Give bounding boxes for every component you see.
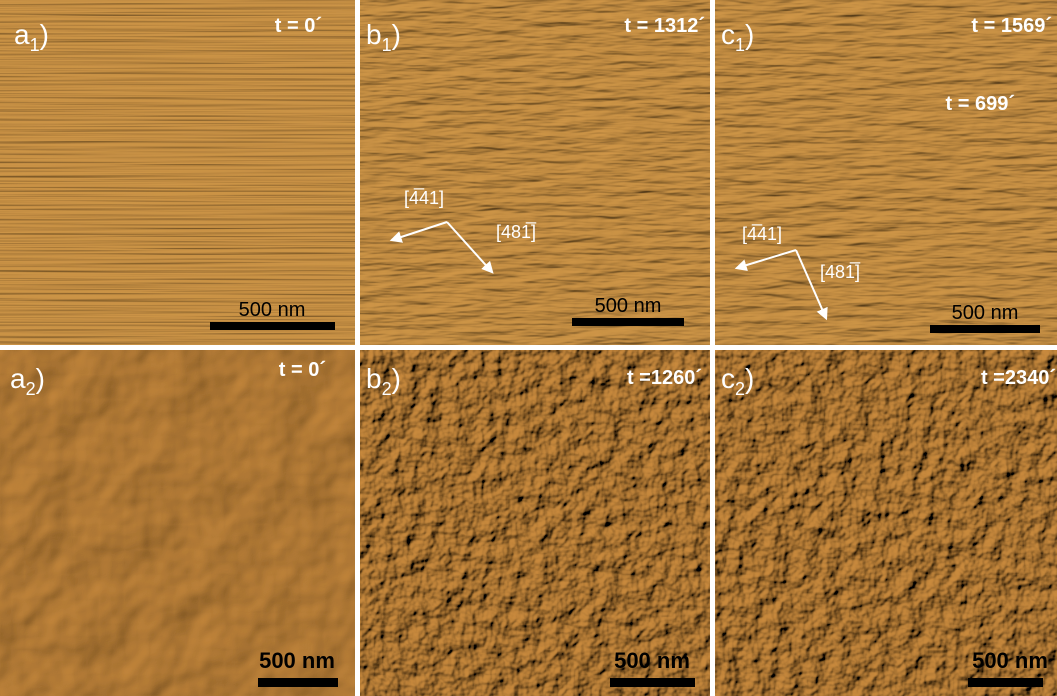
image [715,0,1057,345]
time-label: t = 1569´ [971,15,1052,37]
direction-label: [4̅41] [742,224,782,244]
time-label: t = 0´ [279,359,326,381]
image [360,350,710,696]
time-label: t = 1312´ [624,15,705,37]
scale-label: 500 nm [595,295,662,317]
scale-bar [930,325,1040,333]
direction-label: [481̅] [496,222,537,242]
time-label: t = 699´ [946,93,1015,115]
page: {"panels": [ {"label": {"letter": "a", "… [0,0,1057,696]
scale-label: 500 nm [972,648,1048,673]
time-label: t = 0´ [275,15,322,37]
scale-label: 500 nm [952,302,1019,324]
scale-label: 500 nm [614,648,690,673]
image [0,350,355,696]
scale-bar [572,318,684,326]
scale-label: 500 nm [239,299,306,321]
image [360,0,710,345]
scale-bar [210,322,335,330]
image [715,350,1057,696]
direction-label: [481̅] [820,262,861,282]
image [0,0,355,345]
scale-bar [610,678,695,687]
figure: a1) t = 0´ 500 nm b1) t = 1312´ [4̅41] [… [0,0,1057,696]
scale-bar [258,678,338,687]
scale-bar [968,678,1043,687]
direction-label: [4̅41] [404,188,444,208]
time-label: t =1260´ [627,367,702,389]
scale-label: 500 nm [259,648,335,673]
time-label: t =2340´ [981,367,1056,389]
